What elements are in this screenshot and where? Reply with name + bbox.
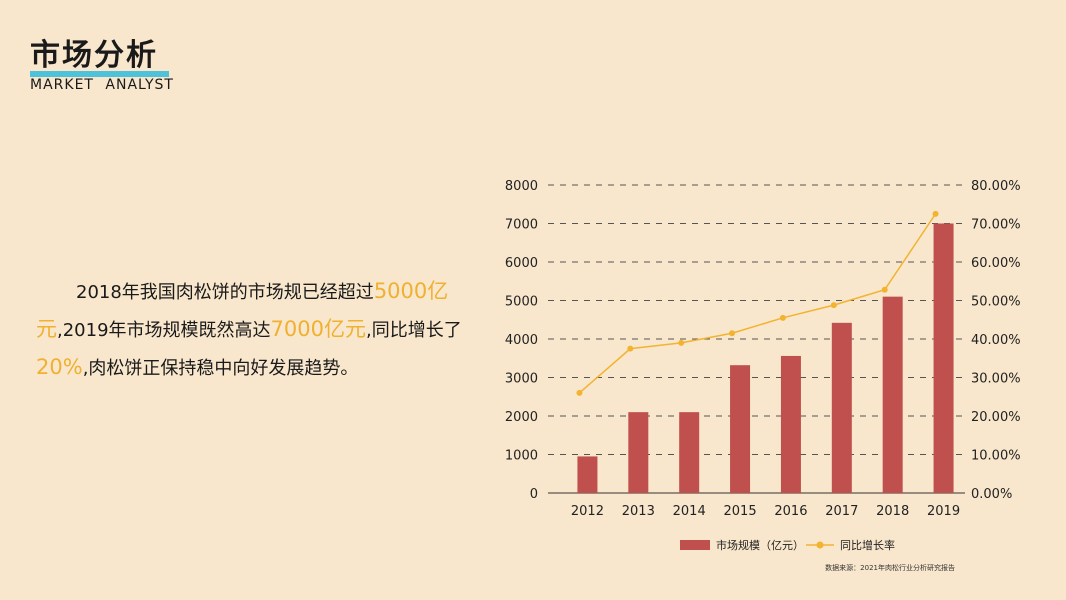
x-tick-label: 2013 [622,504,655,519]
legend-line-marker [816,541,824,549]
growth-point-2013 [627,345,634,352]
right-tick-label: 30.00% [971,372,1021,387]
bar-2012 [577,456,598,493]
growth-point-2015 [729,330,736,337]
right-tick-label: 10.00% [971,449,1021,464]
description-text-3: ,同比增长了 [365,320,462,341]
description-text-4: ,肉松饼正保持稳中向好发展趋势。 [82,358,359,379]
description-paragraph: 2018年我国肉松饼的市场规已经超过5000亿元,2019年市场规模既然高达70… [36,273,466,387]
growth-point-2019 [932,210,939,217]
x-tick-label: 2019 [927,504,960,519]
left-tick-label: 1000 [505,449,538,464]
x-tick-label: 2017 [825,504,858,519]
x-tick-label: 2014 [673,504,706,519]
right-tick-label: 70.00% [971,218,1021,233]
left-tick-label: 7000 [505,218,538,233]
title-underline [30,71,169,77]
bar-2015 [730,365,751,493]
page-title: 市场分析 [30,38,158,73]
right-tick-label: 50.00% [971,295,1021,310]
left-tick-label: 0 [530,487,538,502]
highlight-5000: 5000亿元 [36,279,449,341]
growth-point-2012 [576,389,583,396]
legend-line-label: 同比增长率 [840,538,895,552]
right-tick-label: 0.00% [971,487,1012,502]
left-tick-label: 5000 [505,295,538,310]
bar-2017 [831,322,852,493]
left-tick-label: 6000 [505,256,538,271]
left-tick-label: 8000 [505,179,538,194]
description-text-1: 2018年我国肉松饼的市场规已经超过 [76,282,374,303]
page-subtitle: MARKET ANALYST [30,77,174,93]
right-tick-label: 40.00% [971,333,1021,348]
growth-point-2018 [881,286,888,293]
bar-2016 [780,355,801,493]
right-tick-label: 80.00% [971,179,1021,194]
description-text-2: ,2019年市场规模既然高达 [57,320,271,341]
left-tick-label: 2000 [505,410,538,425]
left-tick-label: 3000 [505,372,538,387]
title-block: 市场分析 MARKET ANALYST [30,38,174,93]
bar-2019 [933,223,954,493]
left-tick-label: 4000 [505,333,538,348]
source-note: 数据来源：2021年肉松行业分析研究报告 [825,563,955,572]
growth-rate-line [578,213,937,394]
growth-point-2016 [779,314,786,321]
legend-bar-swatch [680,540,710,550]
growth-point-2014 [678,339,685,346]
x-tick-label: 2015 [724,504,757,519]
bar-2013 [628,412,649,493]
bar-2014 [679,412,700,493]
legend-bar-label: 市场规模（亿元） [716,538,804,552]
highlight-20pct: 20% [36,355,83,379]
x-tick-label: 2016 [774,504,807,519]
x-tick-label: 2012 [571,504,604,519]
bar-2018 [882,296,903,493]
right-tick-label: 60.00% [971,256,1021,271]
x-tick-label: 2018 [876,504,909,519]
growth-point-2017 [830,302,837,309]
highlight-7000: 7000亿元 [270,317,366,341]
right-tick-label: 20.00% [971,410,1021,425]
